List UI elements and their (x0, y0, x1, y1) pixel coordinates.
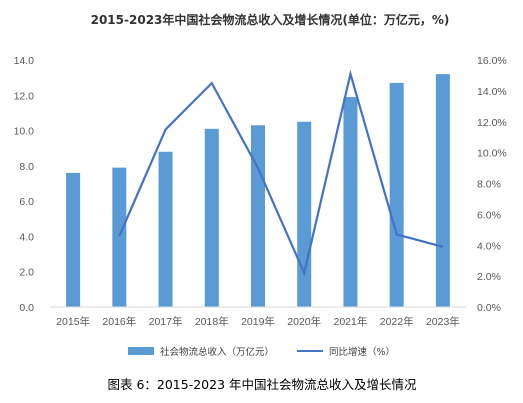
y-left-tick-label: 14.0 (14, 55, 35, 67)
y-right-tick-label: 16.0% (477, 55, 507, 67)
y-left-tick-label: 6.0 (19, 196, 34, 208)
y-left-tick-label: 8.0 (19, 161, 34, 173)
x-tick-label: 2023年 (426, 315, 460, 328)
legend-bar-label: 社会物流总收入（万亿元） (160, 346, 274, 358)
bar (343, 97, 358, 307)
axis-layer: 0.0 2.0 4.0 6.0 8.0 10.0 12.0 14.0 0.0% 2.0% 4.0% 6… (14, 55, 507, 328)
bar (297, 121, 312, 307)
line-layer (118, 69, 444, 277)
y-right-tick-label: 4.0% (477, 240, 501, 252)
figure-caption: 图表 6：2015-2023 年中国社会物流总收入及增长情况 (107, 377, 417, 392)
bar (389, 82, 404, 307)
bar (112, 167, 127, 307)
y-left-tick-label: 0.0 (19, 302, 34, 314)
legend-bar-swatch (128, 347, 154, 355)
y-right-tick-label: 8.0% (477, 179, 501, 191)
y-right-tick-label: 12.0% (477, 117, 507, 129)
legend: 社会物流总收入（万亿元） 同比增速（%） (128, 346, 395, 358)
chart-title: 2015-2023年中国社会物流总收入及增长情况(单位：万亿元，%) (91, 12, 450, 27)
x-tick-label: 2018年 (195, 315, 229, 328)
bar (435, 74, 450, 307)
y-right-tick-label: 10.0% (477, 148, 507, 160)
x-tick-label: 2015年 (56, 315, 90, 328)
x-tick-label: 2022年 (380, 315, 414, 328)
y-right-tick-label: 6.0% (477, 209, 501, 221)
x-tick-label: 2016年 (102, 315, 136, 328)
y-left-tick-label: 10.0 (14, 126, 35, 138)
legend-line-label: 同比增速（%） (329, 346, 395, 358)
y-right-tick-label: 2.0% (477, 271, 501, 283)
bar (158, 151, 173, 307)
x-tick-label: 2021年 (334, 315, 368, 328)
y-left-tick-label: 2.0 (19, 267, 34, 279)
x-tick-label: 2019年 (241, 315, 275, 328)
y-right-tick-label: 14.0% (477, 86, 507, 98)
y-left-tick-label: 12.0 (14, 90, 35, 102)
y-left-tick-label: 4.0 (19, 231, 34, 243)
y-right-tick-label: 0.0% (477, 302, 501, 314)
growth-rate-line (118, 69, 444, 277)
bar (204, 128, 219, 307)
bar (251, 125, 265, 308)
bar (66, 172, 81, 307)
x-tick-label: 2017年 (149, 315, 183, 328)
x-tick-label: 2020年 (287, 315, 321, 328)
bars-layer (66, 74, 450, 308)
